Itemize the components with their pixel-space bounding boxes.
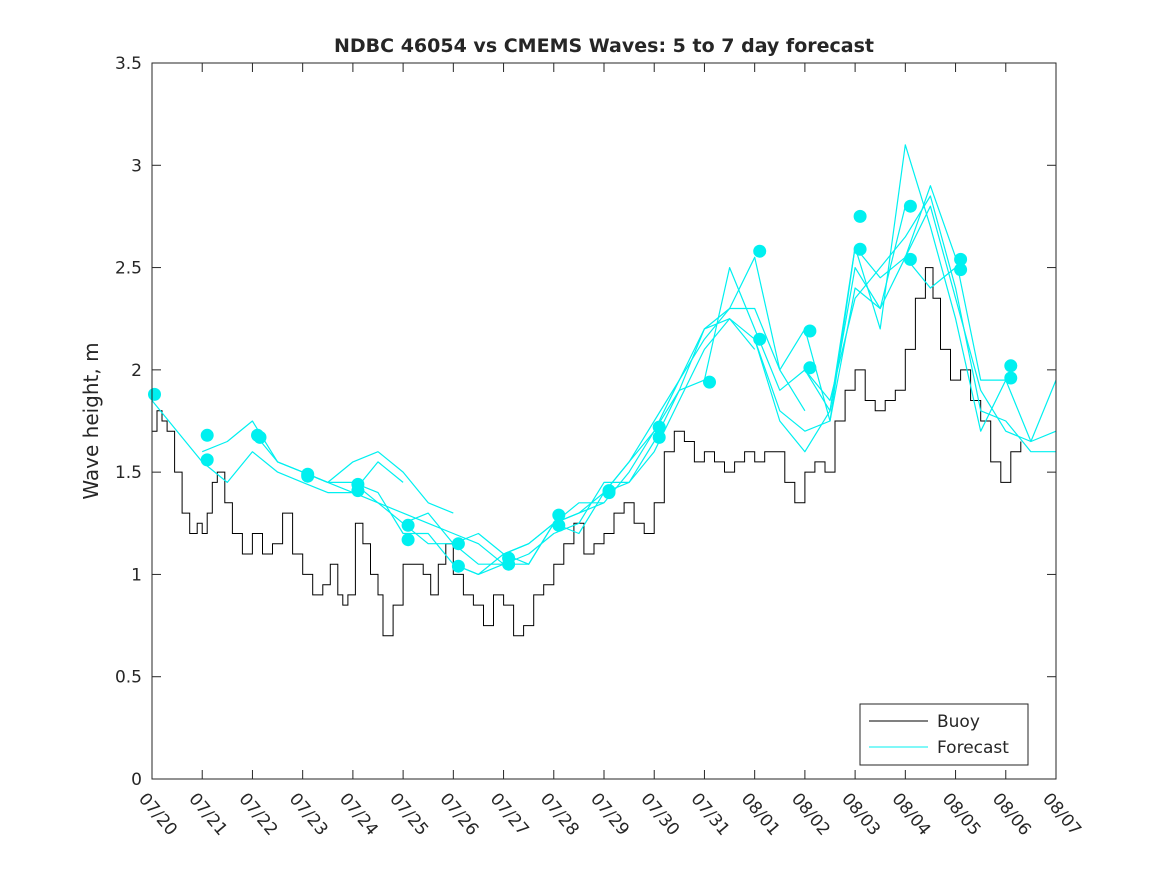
x-tick-label: 07/22 [235,789,282,839]
forecast-marker-25 [803,324,817,338]
legend-label-forecast: Forecast [937,738,1009,758]
forecast-marker-29 [903,199,917,213]
x-tick-label: 07/21 [184,789,231,839]
forecast-marker-32 [954,263,968,277]
forecast-run-line-16 [904,185,1057,443]
y-tick-label: 0.5 [115,668,142,688]
x-tick-label: 07/29 [586,789,633,839]
forecast-marker-31 [954,252,968,266]
y-tick-label: 2.5 [115,259,142,279]
x-tick-label: 07/31 [687,789,734,839]
forecast-marker-11 [401,533,415,547]
forecast-marker-10 [401,518,415,532]
x-tick-label: 07/20 [134,789,181,839]
y-tick-label: 1.5 [115,463,142,483]
forecast-marker-5 [253,430,267,444]
forecast-marker-30 [903,252,917,266]
forecast-marker-34 [1004,371,1018,385]
legend-label-buoy: Buoy [937,712,980,732]
forecast-marker-33 [1004,359,1018,373]
forecast-marker-3 [200,453,214,467]
forecast-marker-12 [451,537,465,551]
x-tick-label: 07/28 [536,789,583,839]
plot-area [152,63,1056,779]
buoy-series-line [152,267,1022,637]
x-tick-label: 08/01 [737,789,784,839]
forecast-marker-15 [502,557,516,571]
forecast-marker-13 [451,559,465,573]
x-tick-label: 07/23 [285,789,332,839]
series-layer [148,144,1057,637]
y-axis-label: Wave height, m [79,342,103,499]
x-tick-label: 07/26 [435,789,482,839]
x-tick-label: 08/02 [787,789,834,839]
forecast-run-line-15 [854,205,1057,443]
forecast-marker-16 [552,508,566,522]
forecast-marker-17 [552,518,566,532]
y-tick-label: 0 [131,770,142,790]
forecast-run-line-14 [804,195,1056,453]
forecast-marker-27 [853,209,867,223]
y-tick-label: 2 [131,361,142,381]
x-tick-label: 08/06 [988,789,1035,839]
x-tick-label: 08/05 [938,789,985,839]
forecast-marker-21 [652,430,666,444]
y-tick-label: 3 [131,156,142,176]
forecast-marker-22 [703,375,716,389]
forecast-marker-23 [753,244,767,258]
x-tick-label: 08/03 [837,789,884,839]
chart-title: NDBC 46054 vs CMEMS Waves: 5 to 7 day fo… [334,35,874,57]
y-tick-label: 1 [131,565,142,585]
x-tick-label: 07/25 [385,789,432,839]
forecast-run-line-10 [603,247,856,493]
x-tick-label: 08/04 [887,789,934,839]
forecast-marker-24 [753,332,767,346]
x-tick-label: 07/24 [335,789,382,839]
x-tick-label: 07/30 [636,789,683,839]
forecast-marker-7 [301,469,315,483]
legend[interactable]: Buoy Forecast [859,703,1029,766]
y-tick-label: 3.5 [115,54,142,74]
legend-box [859,703,1029,766]
forecast-marker-1 [148,387,161,401]
x-tick-label: 08/07 [1038,789,1085,839]
forecast-marker-2 [200,428,214,442]
forecast-run-line-8 [503,318,756,555]
forecast-run-line-12 [703,256,956,412]
forecast-marker-20 [652,420,666,434]
forecast-run-line-13 [754,144,1007,432]
forecast-marker-26 [803,361,817,375]
forecast-marker-19 [602,486,616,500]
forecast-marker-28 [853,242,867,256]
forecast-run-line-11 [653,206,906,442]
x-tick-label: 07/27 [486,789,533,839]
forecast-marker-9 [351,484,365,498]
forecast-run-line-7 [453,379,705,576]
